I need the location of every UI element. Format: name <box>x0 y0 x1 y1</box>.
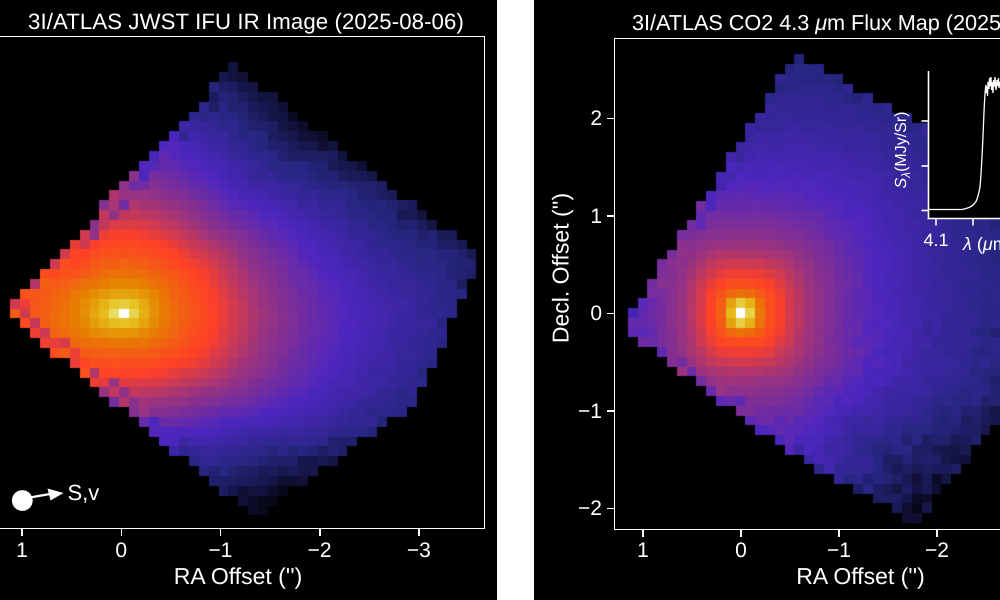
svg-text:S,v: S,v <box>68 480 100 505</box>
